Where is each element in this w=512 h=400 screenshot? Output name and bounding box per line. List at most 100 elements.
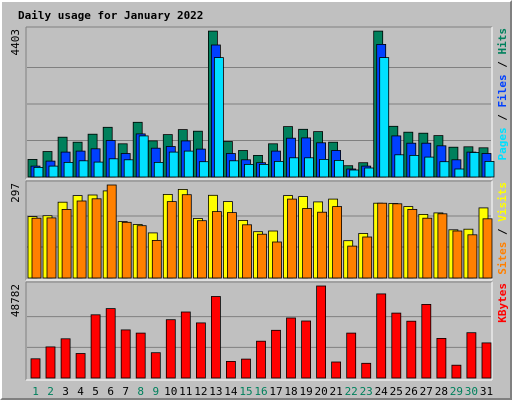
legend-entry: Pages — [496, 127, 509, 160]
bar-pages-day-2 — [48, 165, 59, 178]
day-label: 23 — [360, 385, 373, 398]
bar-sites-day-7 — [121, 221, 132, 279]
bar-kbytes-day-3 — [60, 338, 71, 379]
bar-sites-day-2 — [46, 217, 57, 279]
bar-sites-day-24 — [377, 202, 388, 279]
day-label: 17 — [269, 385, 282, 398]
series-legend: Pages / Files / Hits — [496, 28, 509, 161]
bar-kbytes-day-30 — [466, 332, 477, 379]
bar-kbytes-day-20 — [316, 285, 327, 379]
bar-kbytes-day-17 — [271, 329, 281, 379]
bar-sites-day-28 — [437, 213, 448, 279]
bar-kbytes-day-26 — [406, 320, 417, 379]
bar-kbytes-day-31 — [481, 342, 492, 379]
bar-pages-day-21 — [334, 159, 345, 178]
bar-kbytes-day-18 — [286, 317, 296, 379]
bar-kbytes-day-22 — [346, 332, 357, 379]
series-legend: KBytes — [496, 283, 509, 323]
bar-pages-day-18 — [289, 157, 299, 178]
bar-sites-day-12 — [196, 220, 207, 279]
chart-panels: 4403 Pages / Files / Hits 297 Sites / Visit… — [9, 26, 509, 381]
bar-kbytes-day-10 — [165, 319, 176, 379]
bar-sites-day-16 — [257, 233, 267, 279]
bar-pages-day-8 — [138, 135, 149, 178]
bar-sites-day-9 — [151, 239, 162, 279]
day-label: 1 — [32, 385, 39, 398]
bar-sites-day-31 — [482, 218, 493, 279]
bar-kbytes-day-28 — [436, 337, 447, 379]
bar-sites-day-19 — [302, 208, 313, 279]
day-label: 21 — [329, 385, 342, 398]
day-label: 5 — [92, 385, 99, 398]
bar-pages-day-15 — [244, 163, 254, 178]
legend-entry: Visits — [496, 182, 509, 222]
bar-sites-day-25 — [392, 203, 403, 279]
day-label: 31 — [480, 385, 493, 398]
bar-pages-day-24 — [379, 57, 390, 178]
day-label: 10 — [164, 385, 177, 398]
day-label: 28 — [435, 385, 448, 398]
bar-sites-day-22 — [347, 245, 358, 279]
bar-sites-day-23 — [362, 236, 373, 279]
day-label: 24 — [375, 385, 389, 398]
bar-pages-day-10 — [168, 151, 179, 178]
day-label: 30 — [465, 385, 478, 398]
day-label: 8 — [137, 385, 144, 398]
day-label: 25 — [390, 385, 403, 398]
bar-sites-day-6 — [106, 184, 117, 279]
bar-pages-day-11 — [183, 150, 194, 178]
bar-pages-day-14 — [228, 160, 239, 178]
panel-2: 297 Sites / Visits — [9, 180, 509, 281]
bar-kbytes-day-21 — [331, 361, 342, 379]
bar-kbytes-day-25 — [391, 312, 402, 379]
day-label: 19 — [299, 385, 312, 398]
bar-sites-day-8 — [136, 225, 147, 279]
bars — [27, 30, 495, 178]
bar-pages-day-7 — [123, 159, 134, 178]
day-label: 20 — [314, 385, 327, 398]
bars — [30, 285, 492, 379]
bar-kbytes-day-7 — [120, 329, 131, 379]
bar-kbytes-day-11 — [180, 311, 191, 379]
day-label: 15 — [239, 385, 252, 398]
day-label: 9 — [152, 385, 159, 398]
bar-kbytes-day-6 — [105, 308, 116, 379]
day-label: 14 — [224, 385, 238, 398]
bar-kbytes-day-19 — [301, 320, 312, 379]
bar-kbytes-day-29 — [451, 364, 462, 379]
bar-sites-day-21 — [332, 206, 343, 279]
bar-sites-day-26 — [407, 208, 418, 279]
bar-kbytes-day-12 — [195, 322, 206, 379]
legend-entry: / — [496, 108, 509, 128]
day-label: 11 — [179, 385, 192, 398]
bar-sites-day-10 — [166, 201, 177, 279]
legend-entry: / — [496, 55, 509, 75]
bar-kbytes-day-1 — [30, 358, 41, 379]
bar-pages-day-17 — [274, 160, 284, 178]
bar-kbytes-day-27 — [421, 303, 432, 379]
bar-sites-day-5 — [91, 198, 102, 279]
day-label: 29 — [450, 385, 463, 398]
bar-sites-day-3 — [61, 208, 72, 279]
bar-kbytes-day-5 — [90, 314, 101, 379]
bar-pages-day-25 — [394, 154, 405, 178]
bar-pages-day-23 — [364, 167, 375, 178]
bar-pages-day-29 — [454, 168, 465, 178]
bar-pages-day-5 — [93, 161, 104, 178]
bar-kbytes-day-13 — [210, 296, 221, 379]
legend-entry: Files — [496, 74, 509, 107]
day-label: 3 — [62, 385, 69, 398]
panel-1: 4403 Pages / Files / Hits — [9, 26, 509, 180]
bar-pages-day-19 — [304, 157, 315, 178]
day-label: 27 — [420, 385, 433, 398]
day-label: 7 — [122, 385, 129, 398]
bar-kbytes-day-14 — [225, 360, 236, 379]
bar-kbytes-day-16 — [256, 340, 266, 379]
bar-pages-day-12 — [198, 161, 209, 178]
bar-pages-day-16 — [259, 163, 269, 178]
bar-pages-day-3 — [63, 161, 74, 178]
bar-sites-day-18 — [287, 198, 297, 279]
legend-entry: Sites — [496, 242, 509, 275]
